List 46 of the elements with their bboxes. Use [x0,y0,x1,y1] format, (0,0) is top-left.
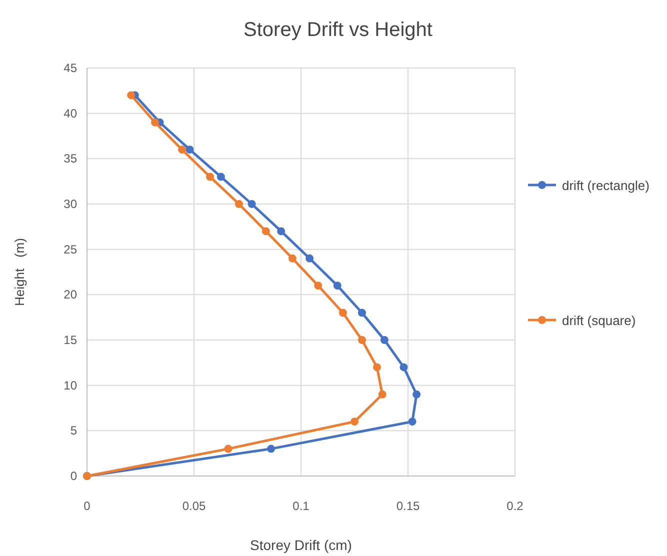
point [380,336,388,344]
point [358,308,366,317]
point [306,254,314,262]
point [378,390,386,398]
y-axis-title: Height (m) [12,238,27,306]
point [178,146,186,154]
point [262,227,270,236]
y-tick-label: 5 [70,424,78,438]
point [206,172,214,181]
y-tick-label: 45 [64,61,78,75]
point [288,254,296,262]
x-tick-label: 0.05 [182,499,206,513]
point [224,444,232,453]
point [277,227,286,236]
y-tick-label: 30 [64,197,78,211]
point [314,282,322,290]
x-tick-label: 0 [84,499,91,513]
x-tick-label: 0.15 [396,499,420,513]
point [151,118,160,126]
y-tick-label: 0 [70,469,78,483]
y-tick-label: 15 [64,333,78,347]
point [338,308,347,317]
y-tick-label: 35 [64,152,78,166]
x-tick-label: 0.1 [292,499,310,513]
x-tick-label: 0.2 [506,499,524,513]
point [408,418,416,426]
point [186,146,194,154]
point [358,336,366,344]
point [216,172,225,181]
point [350,418,358,426]
point [400,363,408,372]
x-axis-title: Storey Drift (cm) [250,537,352,553]
point [127,91,136,100]
y-tick-label: 40 [64,106,78,120]
chart-title: Storey Drift vs Height [244,19,433,41]
point [372,363,381,372]
y-tick-label: 20 [64,288,78,302]
legend-label: drift (rectangle) [562,178,650,193]
point [412,390,421,398]
y-tick-label: 10 [64,378,78,392]
legend-label: drift (square) [562,313,636,328]
point [234,200,243,208]
point [267,444,276,453]
point [248,200,256,208]
point [333,282,342,290]
y-tick-label: 25 [64,242,78,256]
